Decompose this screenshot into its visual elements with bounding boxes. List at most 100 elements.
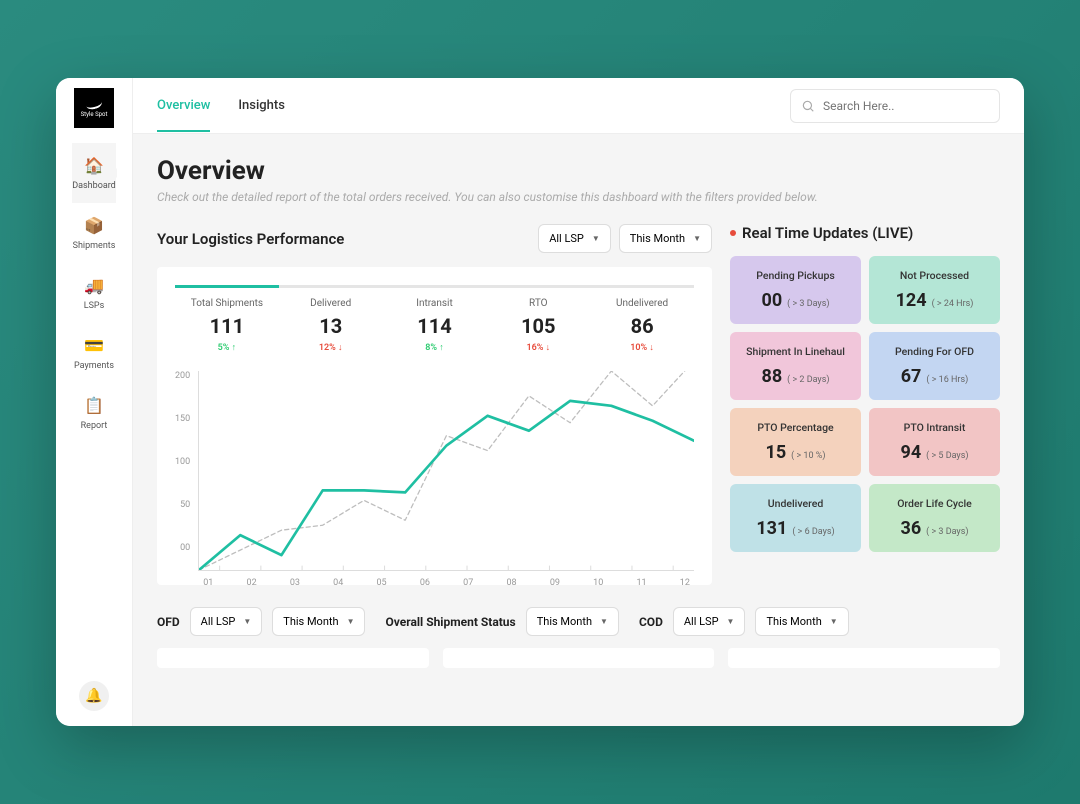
cod-lsp-selector[interactable]: All LSP ▼ xyxy=(673,607,746,636)
overall-label: Overall Shipment Status xyxy=(385,615,515,629)
live-card-value: 00 xyxy=(762,290,783,311)
sidebar-item-shipments[interactable]: 📦Shipments xyxy=(72,203,116,263)
ofd-label: OFD xyxy=(157,615,180,629)
tabs: Overview Insights xyxy=(157,79,285,132)
metric-delta: 16% ↓ xyxy=(486,342,590,353)
sidebar-item-label: Report xyxy=(81,421,108,431)
live-card-title: Not Processed xyxy=(877,269,992,282)
live-card-pending-pickups[interactable]: Pending Pickups 00 ( > 3 Days) xyxy=(730,256,861,324)
metric-delta: 8% ↑ xyxy=(383,342,487,353)
metric-value: 105 xyxy=(486,314,590,338)
brand-swoosh-icon xyxy=(85,97,103,111)
live-card-value: 94 xyxy=(901,442,922,463)
x-tick: 05 xyxy=(377,578,387,588)
live-card-value: 15 xyxy=(766,442,787,463)
page-subtitle: Check out the detailed report of the tot… xyxy=(157,190,1000,204)
y-axis: 2001501005000 xyxy=(175,371,198,571)
metric-tab-rto[interactable]: RTO 105 16% ↓ xyxy=(486,285,590,353)
ofd-lsp-selector[interactable]: All LSP ▼ xyxy=(190,607,263,636)
live-card-note: ( > 2 Days) xyxy=(787,375,829,385)
y-tick: 150 xyxy=(175,414,190,424)
lsp-selector[interactable]: All LSP ▼ xyxy=(538,224,611,253)
x-tick: 04 xyxy=(333,578,343,588)
metric-delta: 10% ↓ xyxy=(590,342,694,353)
chart-plot: 010203040506070809101112 xyxy=(198,371,694,571)
metric-tab-intransit[interactable]: Intransit 114 8% ↑ xyxy=(383,285,487,353)
metric-tab-undelivered[interactable]: Undelivered 86 10% ↓ xyxy=(590,285,694,353)
sidebar-item-report[interactable]: 📋 Report xyxy=(72,383,116,443)
sidebar-item-payments[interactable]: 💳Payments xyxy=(72,323,116,383)
topbar: Overview Insights xyxy=(133,78,1024,134)
dashboard-icon: 🏠 xyxy=(84,155,104,175)
live-card-pto-intransit[interactable]: PTO Intransit 94 ( > 5 Days) xyxy=(869,408,1000,476)
chevron-down-icon: ▼ xyxy=(243,617,251,626)
chart-card: Total Shipments 111 5% ↑Delivered 13 12%… xyxy=(157,267,712,585)
metric-value: 13 xyxy=(279,314,383,338)
live-card-value: 36 xyxy=(901,518,922,539)
overall-range-value: This Month xyxy=(537,615,592,628)
bell-icon: 🔔 xyxy=(85,688,102,704)
metric-label: Total Shipments xyxy=(175,298,279,309)
tab-insights[interactable]: Insights xyxy=(238,79,285,132)
search-box[interactable] xyxy=(790,89,1000,123)
y-tick: 200 xyxy=(175,371,190,381)
line-chart-svg xyxy=(199,371,694,570)
live-card-value: 67 xyxy=(901,366,922,387)
cod-card xyxy=(728,648,1000,668)
live-card-note: ( > 3 Days) xyxy=(787,299,829,309)
live-card-value: 88 xyxy=(762,366,783,387)
search-input[interactable] xyxy=(823,99,989,113)
cod-range-value: This Month xyxy=(766,615,821,628)
x-tick: 07 xyxy=(463,578,473,588)
ofd-range-selector[interactable]: This Month ▼ xyxy=(272,607,365,636)
live-card-title: Order Life Cycle xyxy=(877,497,992,510)
live-section: Real Time Updates (LIVE) Pending Pickups… xyxy=(730,224,1000,585)
cod-label: COD xyxy=(639,615,663,629)
x-tick: 08 xyxy=(506,578,516,588)
range-selector-label: This Month xyxy=(630,232,685,245)
report-icon: 📋 xyxy=(84,395,104,415)
live-card-note: ( > 6 Days) xyxy=(792,527,834,537)
live-card-title: Pending For OFD xyxy=(877,345,992,358)
live-card-title: Pending Pickups xyxy=(738,269,853,282)
metric-tabs: Total Shipments 111 5% ↑Delivered 13 12%… xyxy=(175,285,694,353)
range-selector[interactable]: This Month ▼ xyxy=(619,224,712,253)
live-card-note: ( > 5 Days) xyxy=(926,451,968,461)
live-grid: Pending Pickups 00 ( > 3 Days) Not Proce… xyxy=(730,256,1000,552)
tab-overview[interactable]: Overview xyxy=(157,79,210,132)
live-card-note: ( > 3 Days) xyxy=(926,527,968,537)
x-tick: 10 xyxy=(593,578,603,588)
y-tick: 50 xyxy=(175,500,190,510)
overall-range-selector[interactable]: This Month ▼ xyxy=(526,607,619,636)
live-card-shipment-in-linehaul[interactable]: Shipment In Linehaul 88 ( > 2 Days) xyxy=(730,332,861,400)
cod-range-selector[interactable]: This Month ▼ xyxy=(755,607,848,636)
chevron-down-icon: ▼ xyxy=(727,617,735,626)
ofd-lsp-value: All LSP xyxy=(201,615,236,628)
notifications-button[interactable]: 🔔 xyxy=(79,681,109,711)
sidebar-item-lsps[interactable]: 🚚LSPs xyxy=(72,263,116,323)
bottom-filter-row: OFD All LSP ▼ This Month ▼ Overall Shipm… xyxy=(157,607,1000,636)
chevron-down-icon: ▼ xyxy=(347,617,355,626)
metric-tab-total-shipments[interactable]: Total Shipments 111 5% ↑ xyxy=(175,285,279,353)
chart-area: 2001501005000 010203040506070809101112 xyxy=(175,371,694,571)
ofd-card xyxy=(157,648,429,668)
live-card-order-life-cycle[interactable]: Order Life Cycle 36 ( > 3 Days) xyxy=(869,484,1000,552)
live-card-pto-percentage[interactable]: PTO Percentage 15 ( > 10 %) xyxy=(730,408,861,476)
metric-value: 86 xyxy=(590,314,694,338)
live-card-value: 131 xyxy=(756,518,787,539)
live-card-not-processed[interactable]: Not Processed 124 ( > 24 Hrs) xyxy=(869,256,1000,324)
x-tick: 01 xyxy=(203,578,213,588)
chevron-down-icon: ▼ xyxy=(600,617,608,626)
overall-filter-group: Overall Shipment Status This Month ▼ xyxy=(385,607,618,636)
live-card-pending-for-ofd[interactable]: Pending For OFD 67 ( > 16 Hrs) xyxy=(869,332,1000,400)
metric-tab-delivered[interactable]: Delivered 13 12% ↓ xyxy=(279,285,383,353)
x-axis: 010203040506070809101112 xyxy=(199,578,694,588)
ofd-filter-group: OFD All LSP ▼ This Month ▼ xyxy=(157,607,365,636)
sidebar-item-dashboard[interactable]: 🏠Dashboard xyxy=(72,143,116,203)
metric-delta: 12% ↓ xyxy=(279,342,383,353)
main: Overview Insights Overview Check out the … xyxy=(133,78,1024,726)
chevron-down-icon: ▼ xyxy=(693,234,701,243)
live-card-undelivered[interactable]: Undelivered 131 ( > 6 Days) xyxy=(730,484,861,552)
shipments-icon: 📦 xyxy=(84,215,104,235)
app-window: Style Spot 🏠Dashboard📦Shipments🚚LSPs💳Pay… xyxy=(56,78,1024,726)
